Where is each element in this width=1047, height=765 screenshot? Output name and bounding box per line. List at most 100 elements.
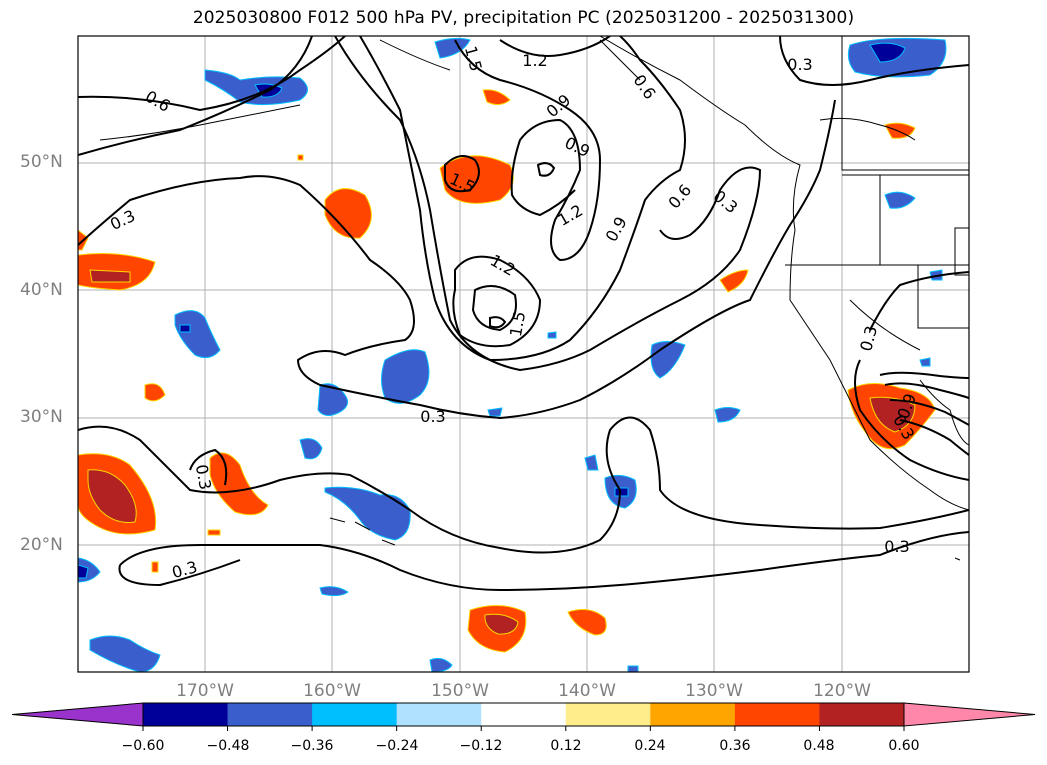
precip-blob — [714, 407, 741, 423]
precip-blob — [919, 357, 931, 367]
colorbar-segment — [481, 703, 567, 726]
lat-label: 50°N — [20, 152, 63, 172]
precip-blob — [719, 269, 749, 293]
colorbar-extend-high — [903, 702, 1036, 727]
precip-blob — [317, 383, 349, 416]
pv-contour — [489, 316, 507, 329]
coastlines — [99, 36, 969, 561]
lon-label: 140°W — [558, 681, 616, 701]
precip-blob — [87, 469, 137, 523]
lon-label: 120°W — [813, 681, 871, 701]
colorbar-tick-label: 0.60 — [888, 738, 920, 754]
pv-contour — [119, 531, 969, 592]
colorbar-segment — [734, 703, 820, 726]
pv-contour — [779, 36, 969, 86]
map-title: 2025030800 F012 500 hPa PV, precipitatio… — [192, 8, 855, 28]
pv-contour — [444, 155, 480, 193]
lat-label: 40°N — [20, 280, 63, 300]
contour-label: 0.3 — [192, 463, 215, 491]
colorbar-segment — [650, 703, 736, 726]
colorbar-segment — [819, 703, 905, 726]
precip-blob — [869, 42, 906, 63]
precip-blob — [627, 665, 639, 672]
precip-blob — [324, 486, 411, 541]
precip-blob — [78, 564, 89, 579]
precip-blob — [89, 635, 161, 672]
pv-contour — [78, 416, 969, 554]
pv-contour — [189, 448, 228, 486]
colorbar-tick-label: 0.36 — [719, 738, 751, 754]
contour-label: 1.5 — [506, 310, 529, 338]
pv-contour — [889, 399, 969, 426]
precip-blob — [434, 37, 471, 59]
colorbar-segments — [11, 702, 1036, 727]
precip-blob — [174, 310, 221, 359]
precip-blob — [482, 89, 511, 106]
precip-blob — [487, 407, 503, 417]
precip-blob — [614, 487, 629, 497]
precip-blob — [884, 122, 916, 139]
contour-label: 0.3 — [420, 407, 445, 426]
pv-contour — [78, 36, 346, 112]
pv-contour — [78, 99, 836, 420]
lon-label: 150°W — [431, 681, 489, 701]
map-background — [78, 36, 969, 672]
colorbar-segment — [565, 703, 651, 726]
precip-blob — [297, 154, 304, 161]
pv-contour — [854, 359, 969, 481]
pv-contour — [118, 559, 241, 587]
pv-contour — [471, 285, 517, 332]
colorbar-tick-label: 0.48 — [803, 738, 835, 754]
colorbar — [11, 702, 1036, 731]
map-canvas: 1.5 1.2 0.9 0.6 0.3 0.3 1.5 1.2 1.5 0.9 … — [77, 35, 970, 673]
colorbar-tick-label: −0.36 — [290, 738, 334, 754]
colorbar-ticks — [142, 726, 905, 731]
precip-blob — [884, 191, 916, 209]
precip-blob — [299, 438, 323, 460]
map-frame — [77, 35, 970, 673]
pv-contour — [499, 36, 611, 57]
pv-contour — [879, 371, 969, 379]
contour-label: 0.3 — [787, 55, 812, 74]
pv-contours — [78, 36, 969, 592]
precip-positive-shading — [78, 89, 936, 653]
precip-blob — [207, 529, 221, 536]
precip-blob — [484, 613, 519, 635]
pv-contour — [359, 36, 686, 362]
pv-contour — [536, 162, 556, 177]
lat-label: 30°N — [20, 407, 63, 427]
precip-blob — [381, 349, 430, 404]
pv-contour — [78, 36, 313, 156]
pv-contour — [869, 271, 969, 331]
precip-blob — [209, 452, 269, 516]
precip-blob — [324, 188, 372, 239]
pv-contour — [334, 36, 762, 372]
precip-blob — [547, 331, 557, 339]
colorbar-segment — [396, 703, 482, 726]
lon-label: 130°W — [685, 681, 743, 701]
contour-label: 0.3 — [884, 537, 909, 556]
colorbar-segment — [143, 703, 229, 726]
pv-contour — [884, 382, 969, 399]
pv-contour — [452, 255, 542, 348]
precip-blob — [567, 609, 607, 636]
lon-label: 170°W — [176, 681, 234, 701]
precip-negative-shading — [78, 37, 947, 672]
lon-label: 160°W — [303, 681, 361, 701]
precip-blob — [89, 269, 131, 283]
precip-blob — [151, 561, 159, 573]
colorbar-extend-low — [11, 702, 144, 727]
precip-blob — [584, 454, 599, 471]
colorbar-tick-label: 0.12 — [550, 738, 582, 754]
precip-blob — [179, 324, 191, 333]
colorbar-tick-label: −0.12 — [459, 738, 503, 754]
colorbar-tick-label: 0.24 — [634, 738, 666, 754]
pv-contour — [454, 39, 602, 262]
colorbar-tick-label: −0.24 — [375, 738, 419, 754]
precip-blob — [319, 586, 349, 597]
colorbar-outline — [142, 702, 905, 727]
lat-label: 20°N — [20, 535, 63, 555]
colorbar-tick-label: −0.60 — [121, 738, 165, 754]
pv-contour — [899, 419, 969, 456]
colorbar-segment — [227, 703, 313, 726]
